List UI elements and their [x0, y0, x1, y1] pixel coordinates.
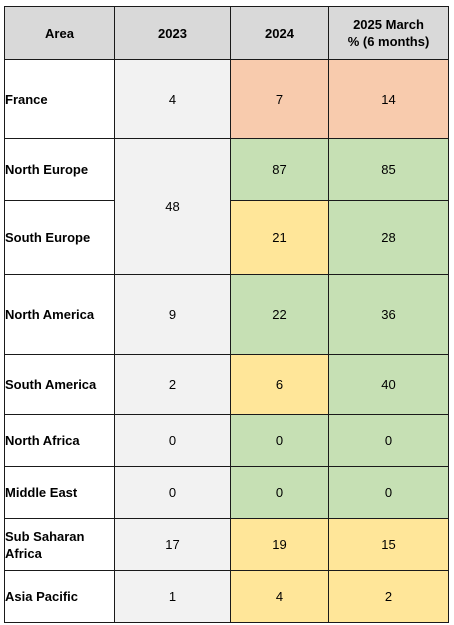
- area-cell: North America: [4, 274, 115, 355]
- value-2023: 4: [114, 59, 231, 139]
- value-2023: 17: [114, 518, 231, 571]
- table-row: Middle East 0 0 0: [4, 466, 449, 519]
- value-2024: 0: [230, 414, 329, 467]
- value-2024: 4: [230, 570, 329, 623]
- value-2023-merged: 48: [114, 138, 231, 275]
- value-2023: 9: [114, 274, 231, 355]
- value-2025: 15: [328, 518, 449, 571]
- area-cell: Asia Pacific: [4, 570, 115, 623]
- value-2024: 87: [230, 138, 329, 201]
- value-2023: 1: [114, 570, 231, 623]
- value-2023: 0: [114, 414, 231, 467]
- value-2024: 22: [230, 274, 329, 355]
- value-2023: 0: [114, 466, 231, 519]
- value-2024: 7: [230, 59, 329, 139]
- value-2024: 19: [230, 518, 329, 571]
- value-2024: 6: [230, 354, 329, 415]
- area-cell: South America: [4, 354, 115, 415]
- area-cell: North Africa: [4, 414, 115, 467]
- header-2024: 2024: [230, 6, 329, 60]
- header-row: Area 2023 2024 2025 March % (6 months): [4, 6, 449, 60]
- header-2023: 2023: [114, 6, 231, 60]
- table-row: France 4 7 14: [4, 59, 449, 139]
- table-row: South Europe 21 28: [4, 200, 449, 275]
- header-2025-line2: % (6 months): [347, 34, 430, 49]
- value-2024: 0: [230, 466, 329, 519]
- table-row: Sub Saharan Africa 17 19 15: [4, 518, 449, 571]
- value-2025: 36: [328, 274, 449, 355]
- table-row: North Africa 0 0 0: [4, 414, 449, 467]
- area-stats-table: Area 2023 2024 2025 March % (6 months) F…: [4, 6, 449, 623]
- area-cell: North Europe: [4, 138, 115, 201]
- value-2025: 85: [328, 138, 449, 201]
- value-2025: 2: [328, 570, 449, 623]
- area-cell: Sub Saharan Africa: [4, 518, 115, 571]
- value-2024: 21: [230, 200, 329, 275]
- table-row: North America 9 22 36: [4, 274, 449, 355]
- table-row: Asia Pacific 1 4 2: [4, 570, 449, 623]
- value-2025: 0: [328, 466, 449, 519]
- header-area: Area: [4, 6, 115, 60]
- table-row: South America 2 6 40: [4, 354, 449, 415]
- value-2025: 0: [328, 414, 449, 467]
- value-2023: 2: [114, 354, 231, 415]
- value-2025: 40: [328, 354, 449, 415]
- header-2025: 2025 March % (6 months): [328, 6, 449, 60]
- header-2025-line1: 2025 March: [353, 17, 424, 32]
- value-2025: 14: [328, 59, 449, 139]
- table-row: North Europe 48 87 85: [4, 138, 449, 275]
- area-cell: Middle East: [4, 466, 115, 519]
- value-2025: 28: [328, 200, 449, 275]
- area-cell: France: [4, 59, 115, 139]
- area-cell: South Europe: [4, 200, 115, 275]
